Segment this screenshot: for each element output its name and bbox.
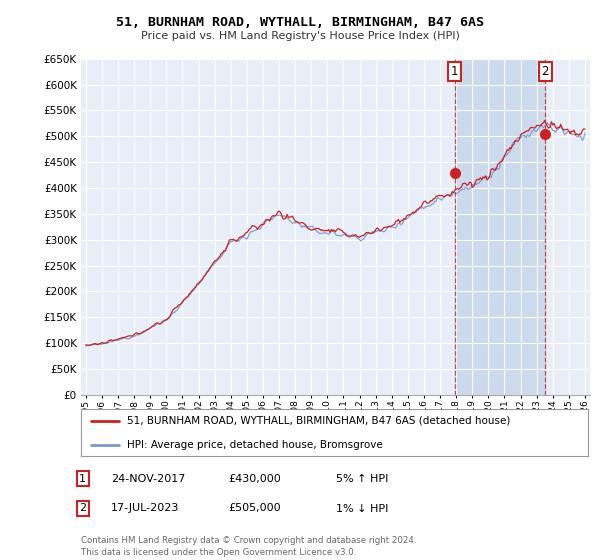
Text: 17-JUL-2023: 17-JUL-2023 [111,503,179,514]
Text: £505,000: £505,000 [228,503,281,514]
Text: 2: 2 [542,65,549,78]
Text: 51, BURNHAM ROAD, WYTHALL, BIRMINGHAM, B47 6AS (detached house): 51, BURNHAM ROAD, WYTHALL, BIRMINGHAM, B… [127,416,510,426]
Text: 51, BURNHAM ROAD, WYTHALL, BIRMINGHAM, B47 6AS: 51, BURNHAM ROAD, WYTHALL, BIRMINGHAM, B… [116,16,484,29]
Text: HPI: Average price, detached house, Bromsgrove: HPI: Average price, detached house, Brom… [127,440,382,450]
Text: 2: 2 [79,503,86,514]
Text: Contains HM Land Registry data © Crown copyright and database right 2024.
This d: Contains HM Land Registry data © Crown c… [81,536,416,557]
Text: 1: 1 [451,65,458,78]
Text: 1% ↓ HPI: 1% ↓ HPI [336,503,388,514]
Text: Price paid vs. HM Land Registry's House Price Index (HPI): Price paid vs. HM Land Registry's House … [140,31,460,41]
Text: 24-NOV-2017: 24-NOV-2017 [111,474,185,484]
Text: 5% ↑ HPI: 5% ↑ HPI [336,474,388,484]
Text: 1: 1 [79,474,86,484]
Text: £430,000: £430,000 [228,474,281,484]
